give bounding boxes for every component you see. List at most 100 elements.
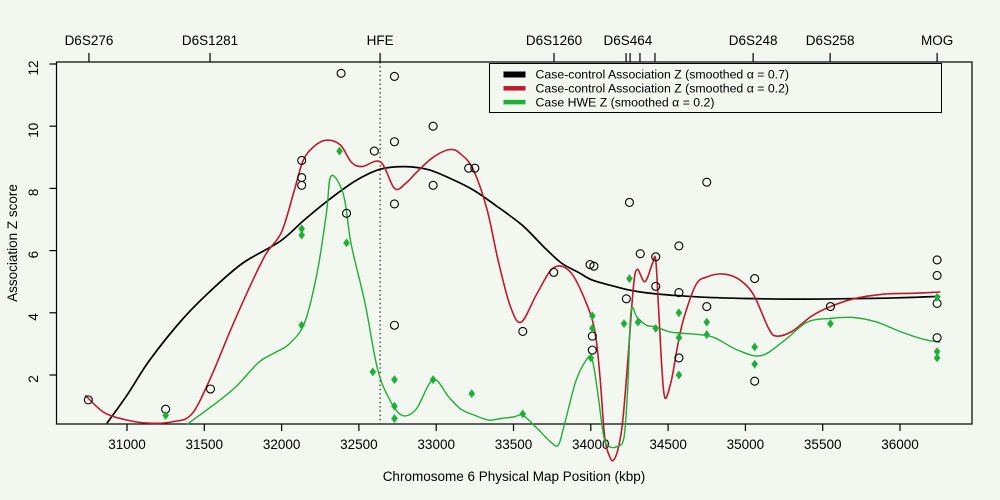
association-z-circle-point	[389, 137, 400, 147]
y-tick-label: 6	[26, 251, 41, 259]
marker-label-D6S248: D6S248	[729, 33, 778, 48]
association-z-circle-point	[464, 163, 474, 173]
x-tick-label: 34000	[572, 437, 610, 452]
association-z-circle-point	[585, 260, 595, 270]
hwe-z-diamond-point	[675, 333, 683, 343]
marker-label-D6S464: D6S464	[604, 33, 653, 48]
curve-series-1	[84, 139, 941, 462]
hwe-z-diamond-point	[634, 317, 642, 327]
association-z-circle-point	[518, 326, 528, 337]
hwe-z-diamond-point	[391, 414, 398, 423]
association-z-circle-point	[651, 252, 661, 262]
association-z-circle-point	[702, 177, 712, 187]
x-tick-label: 31500	[186, 437, 224, 452]
hwe-z-diamond-point	[626, 274, 633, 283]
hwe-z-diamond-point	[343, 238, 350, 248]
hwe-z-diamond-point	[933, 353, 941, 363]
x-tick-label: 35000	[727, 437, 765, 452]
legend-label-0: Case-control Association Z (smoothed α =…	[536, 68, 790, 82]
marker-label-D6S276: D6S276	[65, 33, 114, 48]
x-tick-label: 32000	[263, 437, 301, 452]
hwe-z-diamond-point	[391, 375, 398, 385]
y-axis-title: Association Z score	[5, 184, 20, 302]
association-z-circle-point	[589, 261, 599, 271]
plot-border	[55, 61, 973, 425]
x-tick-label: 36000	[881, 437, 919, 452]
hwe-z-diamond-point	[369, 367, 377, 377]
association-z-circle-point	[83, 395, 93, 405]
hwe-z-diamond-point	[468, 389, 476, 399]
hwe-z-diamond-point	[827, 319, 834, 329]
association-z-circle-point	[750, 274, 760, 284]
association-z-circle-point	[428, 180, 438, 190]
legend-swatch-2	[503, 99, 526, 105]
association-z-circle-point	[341, 208, 352, 218]
y-tick-label: 2	[26, 375, 41, 383]
legend-swatch-0	[503, 71, 526, 78]
data-points	[83, 68, 942, 423]
x-axis-title: Chromosome 6 Physical Map Position (kbp)	[383, 469, 646, 484]
association-z-circle-point	[674, 353, 684, 363]
hwe-z-diamond-point	[751, 359, 758, 369]
association-z-circle-point	[932, 333, 942, 343]
marker-label-D6S1281: D6S1281	[182, 33, 238, 48]
legend-box	[489, 63, 942, 113]
y-axis: 2 4 6 8 10 12 Association Z score	[5, 60, 57, 383]
y-tick-label: 4	[26, 313, 41, 321]
association-z-circle-point	[369, 146, 379, 156]
marker-label-D6S258: D6S258	[806, 33, 855, 48]
marker-label-D6S1260: D6S1260	[526, 33, 582, 48]
association-z-circle-point	[674, 288, 684, 298]
association-z-circle-point	[297, 180, 307, 190]
association-z-circle-point	[825, 302, 835, 312]
marker-label-MOG: MOG	[921, 33, 953, 48]
association-z-circle-point	[932, 255, 942, 265]
hwe-z-diamond-point	[675, 370, 683, 380]
hwe-z-diamond-point	[162, 411, 169, 420]
y-tick-label: 8	[26, 189, 41, 197]
association-z-circle-point	[674, 241, 684, 251]
hwe-z-diamond-point	[933, 292, 941, 302]
hwe-z-diamond-point	[620, 319, 628, 329]
legend-label-2: Case HWE Z (smoothed α = 0.2)	[536, 95, 715, 109]
association-z-circle-point	[428, 121, 438, 131]
y-tick-label: 12	[26, 60, 41, 75]
association-z-circle-point	[549, 267, 559, 277]
hwe-z-diamond-point	[298, 320, 305, 330]
association-z-circle-point	[587, 345, 597, 355]
hwe-z-diamond-point	[519, 409, 527, 419]
hwe-z-diamond-point	[298, 224, 305, 234]
legend-label-1: Case-control Association Z (smoothed α =…	[536, 82, 790, 96]
association-z-circle-point	[205, 384, 216, 394]
hwe-z-diamond-point	[675, 308, 683, 318]
x-tick-label: 32500	[340, 437, 378, 452]
legend-swatch-1	[503, 86, 526, 91]
association-z-circle-point	[702, 302, 712, 312]
association-z-circle-point	[635, 249, 645, 259]
hwe-z-diamond-point	[652, 323, 660, 333]
association-z-circle-point	[470, 163, 480, 173]
association-z-circle-point	[621, 294, 631, 304]
y-tick-label: 10	[26, 123, 41, 138]
hwe-z-diamond-point	[589, 311, 596, 321]
hwe-z-diamond-point	[751, 342, 758, 352]
x-tick-label: 33500	[495, 437, 533, 452]
top-marker-axis: D6S276 D6S1281 HFE D6S1260 D6S464 D6S248 D6S25…	[65, 33, 953, 62]
curve-series-0	[106, 165, 941, 424]
hwe-z-diamond-point	[589, 323, 596, 333]
hwe-z-diamond-point	[391, 401, 398, 411]
association-z-circle-point	[389, 320, 400, 330]
association-z-circle-point	[750, 376, 760, 386]
hwe-z-diamond-point	[703, 317, 711, 327]
association-z-circle-point	[651, 281, 661, 291]
hwe-z-diamond-point	[933, 347, 941, 357]
hwe-z-diamond-point	[298, 230, 305, 240]
x-axis: 31000 31500 32000 32500 33000 33500 34000 34500…	[108, 424, 919, 484]
smoothed-curves	[84, 139, 941, 462]
x-tick-label: 34500	[649, 437, 687, 452]
curve-series-2	[186, 174, 941, 449]
legend: Case-control Association Z (smoothed α =…	[489, 63, 942, 113]
marker-label-HFE: HFE	[367, 33, 394, 48]
